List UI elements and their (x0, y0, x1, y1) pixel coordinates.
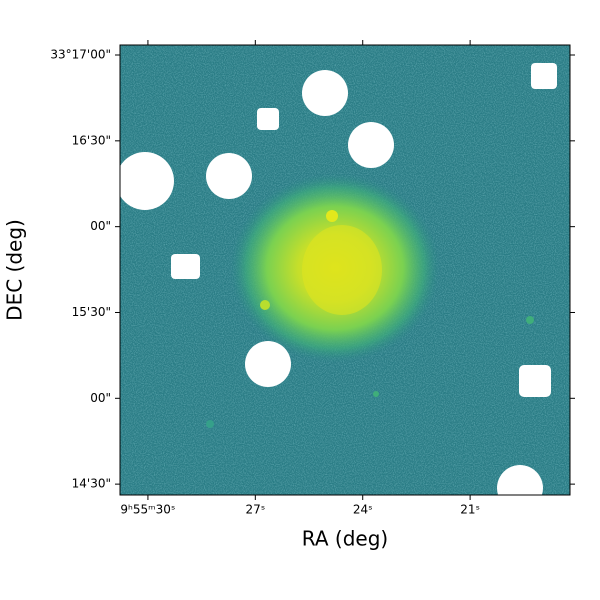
y-tick-label: 00" (90, 219, 111, 233)
x-tick-label: 27ˢ (245, 503, 265, 517)
axes-frame (119, 44, 571, 496)
image (120, 45, 570, 495)
x-axis-label: RA (deg) (302, 527, 388, 551)
x-tick-label: 21ˢ (460, 503, 480, 517)
y-axis-label: DEC (deg) (3, 219, 27, 321)
y-tick-label: 16'30" (72, 133, 111, 147)
x-tick-label: 9ʰ55ᵐ30ˢ (120, 503, 175, 517)
y-tick-label: 00" (90, 391, 111, 405)
x-tick-label: 24ˢ (353, 503, 373, 517)
y-tick-label: 33°17'00" (50, 48, 111, 62)
y-tick-label: 14'30" (72, 477, 111, 491)
y-tick-label: 15'30" (72, 305, 111, 319)
